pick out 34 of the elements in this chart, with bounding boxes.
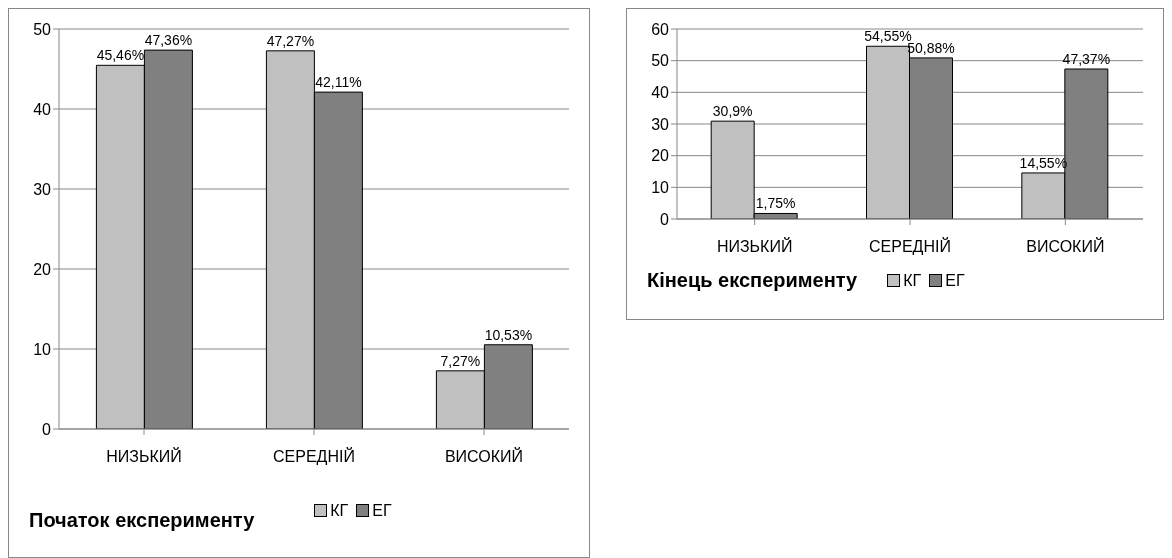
x-tick-label: ВИСОКИЙ xyxy=(1026,237,1105,256)
legend-label: КГ xyxy=(902,271,922,290)
text: Початок експерименту xyxy=(29,509,255,532)
x-tick-label: СЕРЕДНІЙ xyxy=(273,447,355,466)
y-tick-label: 0 xyxy=(660,210,670,228)
y-tick-label: 0 xyxy=(42,420,52,438)
x-tick-label: СЕРЕДНІЙ xyxy=(869,237,951,256)
y-tick-label: 40 xyxy=(651,84,670,102)
y-tick-label: 10 xyxy=(33,340,52,358)
y-tick-label: 30 xyxy=(651,115,670,133)
y-tick-label: 40 xyxy=(33,100,52,118)
text: Кінець експерименту xyxy=(647,269,858,292)
y-tick-label: 60 xyxy=(651,20,670,38)
data-label: 7,27% xyxy=(440,352,481,369)
y-tick-label: 50 xyxy=(651,52,670,70)
y-tick-label: 20 xyxy=(33,260,52,278)
data-label: 47,37% xyxy=(1062,50,1111,67)
x-tick-label: ВИСОКИЙ xyxy=(444,447,524,466)
data-label: 30,9% xyxy=(712,103,753,120)
x-tick-label: НИЗЬКИЙ xyxy=(106,447,182,466)
data-label: 10,53% xyxy=(484,326,533,343)
y-tick-label: 30 xyxy=(33,180,52,198)
legend-label: КГ xyxy=(329,501,349,520)
y-tick-label: 20 xyxy=(651,147,670,165)
data-label: 1,75% xyxy=(755,195,796,212)
data-label: 42,11% xyxy=(315,74,362,91)
data-label: 45,46% xyxy=(96,47,145,64)
data-label: 47,27% xyxy=(266,32,315,49)
x-tick-label: НИЗЬКИЙ xyxy=(716,237,793,256)
y-tick-label: 10 xyxy=(651,179,670,197)
legend-label: ЕГ xyxy=(371,501,392,520)
data-label: 47,36% xyxy=(144,32,193,49)
y-tick-label: 50 xyxy=(33,20,52,38)
legend-label: ЕГ xyxy=(944,271,965,290)
